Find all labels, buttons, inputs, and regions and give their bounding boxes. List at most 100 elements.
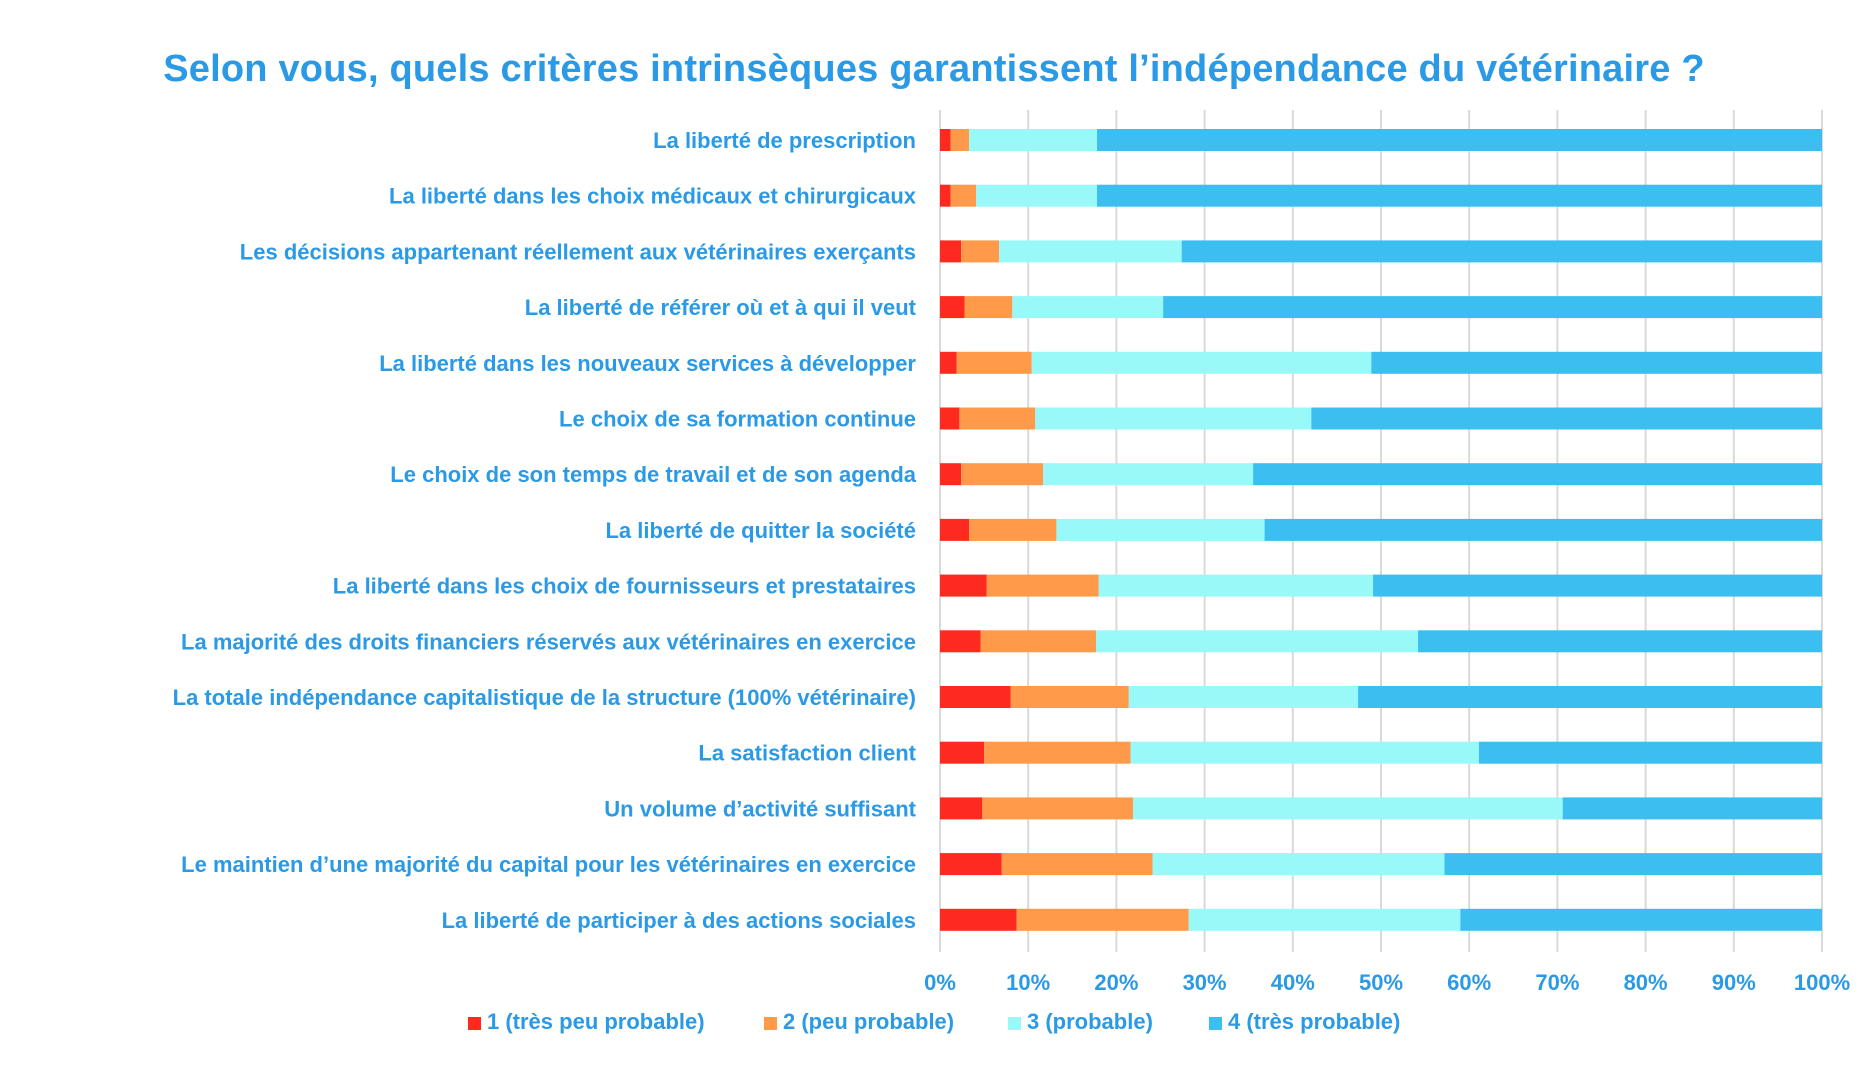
bar-segment-series-3 xyxy=(1096,630,1419,653)
category-label: Le maintien d’une majorité du capital po… xyxy=(181,852,916,877)
x-tick-label: 80% xyxy=(1624,970,1668,995)
bar-segment-series-2 xyxy=(982,797,1134,820)
bar-segment-series-1 xyxy=(940,908,1017,931)
bar-segment-series-1 xyxy=(940,797,983,820)
x-tick-label: 100% xyxy=(1794,970,1850,995)
bar-segment-series-3 xyxy=(1031,351,1372,374)
bar-segment-series-1 xyxy=(940,407,960,430)
category-label: La liberté de référer où et à qui il veu… xyxy=(525,295,917,320)
bar-segment-series-4 xyxy=(1181,240,1822,263)
category-label: La liberté de participer à des actions s… xyxy=(442,908,916,933)
category-label: Un volume d’activité suffisant xyxy=(604,796,916,821)
legend-swatch xyxy=(1008,1017,1021,1030)
category-label: La liberté dans les nouveaux services à … xyxy=(379,351,916,376)
bar-segment-series-1 xyxy=(940,518,970,541)
bar-segment-series-3 xyxy=(1130,741,1479,764)
category-label: Le choix de sa formation continue xyxy=(559,407,916,432)
bar-segment-series-1 xyxy=(940,574,987,597)
bar-segment-series-3 xyxy=(1012,296,1164,319)
x-tick-label: 0% xyxy=(924,970,956,995)
bar-segment-series-3 xyxy=(1035,407,1312,430)
bar-segment-series-4 xyxy=(1373,574,1822,597)
bar-segment-series-1 xyxy=(940,630,981,653)
bars xyxy=(940,129,1822,931)
bar-segment-series-3 xyxy=(1098,574,1374,597)
bar-segment-series-2 xyxy=(950,129,970,151)
bar-segment-series-4 xyxy=(1096,129,1822,151)
x-tick-label: 10% xyxy=(1006,970,1050,995)
bar-segment-series-4 xyxy=(1371,351,1822,374)
bar-segment-series-3 xyxy=(1188,908,1461,931)
bar-segment-series-4 xyxy=(1096,184,1822,207)
x-tick-label: 60% xyxy=(1447,970,1491,995)
legend-label: 3 (probable) xyxy=(1027,1009,1153,1034)
category-label: La satisfaction client xyxy=(698,741,916,766)
x-tick-label: 20% xyxy=(1094,970,1138,995)
bar-segment-series-2 xyxy=(961,463,1044,486)
category-label: La liberté dans les choix de fournisseur… xyxy=(333,574,916,599)
bar-segment-series-1 xyxy=(940,184,951,207)
x-tick-label: 40% xyxy=(1271,970,1315,995)
bar-segment-series-3 xyxy=(1128,686,1359,708)
bar-segment-series-2 xyxy=(959,407,1036,430)
bar-segment-series-3 xyxy=(1056,518,1265,541)
bar-segment-series-3 xyxy=(976,184,1097,207)
bar-segment-series-3 xyxy=(1133,797,1563,820)
bar-segment-series-4 xyxy=(1418,630,1822,653)
x-tick-label: 70% xyxy=(1535,970,1579,995)
category-label: La liberté dans les choix médicaux et ch… xyxy=(389,184,917,209)
bar-segment-series-1 xyxy=(940,240,962,263)
legend-swatch xyxy=(1209,1017,1222,1030)
legend-label: 2 (peu probable) xyxy=(783,1009,954,1034)
legend: 1 (très peu probable) 2 (peu probable) 3 (… xyxy=(468,1009,1400,1034)
bar-segment-series-1 xyxy=(940,351,957,374)
bar-segment-series-1 xyxy=(940,686,1011,708)
bar-segment-series-4 xyxy=(1163,296,1822,319)
bar-segment-series-3 xyxy=(1152,853,1445,876)
x-tick-label: 90% xyxy=(1712,970,1756,995)
bar-segment-series-2 xyxy=(969,518,1057,541)
bar-segment-series-2 xyxy=(956,351,1032,374)
bar-segment-series-4 xyxy=(1460,908,1822,931)
bar-segment-series-2 xyxy=(984,741,1131,764)
x-tick-label: 30% xyxy=(1183,970,1227,995)
bar-segment-series-4 xyxy=(1562,797,1822,820)
x-axis-ticks: 0% 10% 20% 30% 40% 50% 60% 70% 80% 90% 100% xyxy=(924,970,1850,995)
category-label: La totale indépendance capitalistique de… xyxy=(173,685,916,710)
bar-segment-series-1 xyxy=(940,296,965,319)
bar-segment-series-1 xyxy=(940,463,962,486)
category-label: La liberté de prescription xyxy=(653,128,916,153)
bar-segment-series-2 xyxy=(1016,908,1189,931)
bar-segment-series-1 xyxy=(940,741,985,764)
bar-segment-series-1 xyxy=(940,129,951,151)
legend-label: 4 (très probable) xyxy=(1228,1009,1400,1034)
bar-segment-series-2 xyxy=(1010,686,1129,708)
category-labels: La liberté de prescription La liberté dan… xyxy=(173,128,917,933)
legend-swatch xyxy=(764,1017,777,1030)
bar-segment-series-2 xyxy=(950,184,977,207)
category-label: Le choix de son temps de travail et de s… xyxy=(390,462,916,487)
bar-segment-series-2 xyxy=(986,574,1099,597)
category-label: La liberté de quitter la société xyxy=(605,518,916,543)
chart-title: Selon vous, quels critères intrinsèques … xyxy=(163,48,1705,90)
bar-segment-series-2 xyxy=(961,240,1000,263)
bar-segment-series-4 xyxy=(1358,686,1822,708)
bar-segment-series-1 xyxy=(940,853,1002,876)
bar-segment-series-2 xyxy=(964,296,1013,319)
bar-segment-series-4 xyxy=(1264,518,1822,541)
legend-swatch xyxy=(468,1017,481,1030)
bar-segment-series-3 xyxy=(1043,463,1254,486)
bar-segment-series-3 xyxy=(969,129,1097,151)
legend-label: 1 (très peu probable) xyxy=(487,1009,705,1034)
bar-segment-series-2 xyxy=(980,630,1097,653)
bar-segment-series-3 xyxy=(999,240,1182,263)
category-label: La majorité des droits financiers réserv… xyxy=(181,629,916,654)
bar-segment-series-4 xyxy=(1311,407,1822,430)
bar-segment-series-4 xyxy=(1253,463,1822,486)
category-label: Les décisions appartenant réellement aux… xyxy=(240,239,916,264)
bar-segment-series-4 xyxy=(1444,853,1822,876)
bar-segment-series-4 xyxy=(1478,741,1822,764)
x-tick-label: 50% xyxy=(1359,970,1403,995)
